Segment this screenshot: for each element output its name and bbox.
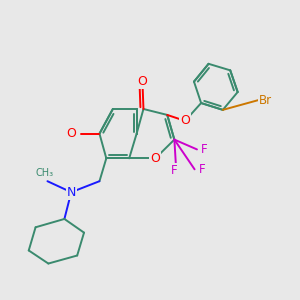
Text: O: O	[138, 75, 148, 88]
Text: F: F	[171, 164, 178, 177]
Text: O: O	[180, 114, 190, 128]
Text: O: O	[67, 127, 76, 140]
Text: CH₃: CH₃	[35, 168, 53, 178]
Text: H: H	[65, 127, 74, 140]
Text: F: F	[201, 143, 208, 156]
Text: Br: Br	[260, 94, 272, 106]
Text: N: N	[67, 186, 76, 199]
Text: O: O	[150, 152, 160, 165]
Text: F: F	[199, 163, 205, 176]
